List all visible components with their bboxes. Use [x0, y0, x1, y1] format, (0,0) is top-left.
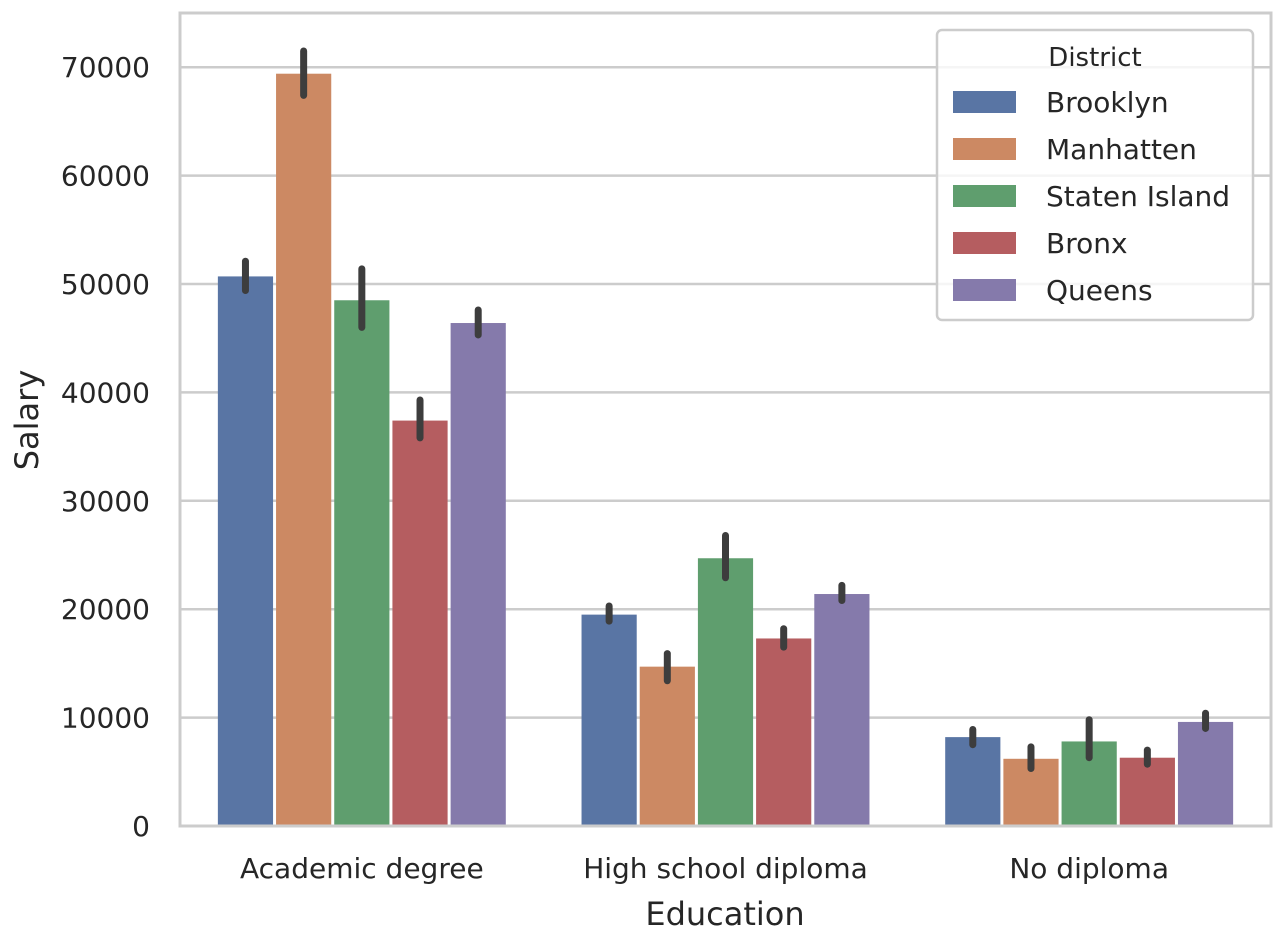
y-tick-label: 50000 [61, 268, 150, 301]
legend-label: Bronx [1046, 227, 1128, 260]
legend-title: District [1048, 43, 1141, 73]
error-bars [241, 47, 1210, 773]
y-tick-label: 40000 [61, 376, 150, 409]
bar [945, 737, 1001, 826]
bar [276, 73, 332, 827]
bar [217, 276, 274, 826]
y-tick-label: 0 [132, 810, 150, 843]
bar [814, 594, 870, 826]
bar [334, 300, 390, 826]
x-tick-labels: Academic degree High school diploma No dip… [240, 852, 1169, 885]
legend-swatch [953, 232, 1016, 254]
bar [450, 323, 506, 826]
legend-swatch [953, 91, 1016, 113]
legend-label: Staten Island [1046, 180, 1230, 213]
bar [756, 638, 812, 826]
bar [1119, 757, 1175, 826]
legend-label: Brooklyn [1046, 86, 1169, 119]
y-tick-label: 10000 [61, 702, 150, 735]
bar [697, 558, 754, 826]
y-tick-label: 60000 [61, 160, 150, 193]
legend-swatch [953, 185, 1016, 207]
bar [392, 420, 448, 826]
legend-label: Queens [1046, 274, 1153, 307]
y-axis-label: Salary [8, 370, 46, 471]
y-tick-label: 70000 [61, 51, 150, 84]
x-tick-label: Academic degree [240, 852, 484, 885]
bar [581, 614, 637, 826]
legend-swatch [953, 279, 1016, 301]
y-tick-label: 30000 [61, 485, 150, 518]
bar [639, 666, 695, 826]
legend-label: Manhatten [1046, 133, 1197, 166]
x-tick-label: High school diploma [583, 852, 868, 885]
y-tick-label: 20000 [61, 593, 150, 626]
x-tick-label: No diploma [1009, 852, 1169, 885]
legend-swatch [953, 138, 1016, 160]
bar [1177, 721, 1234, 826]
y-tick-labels: 0 10000 20000 30000 40000 50000 60000 70000 [61, 51, 150, 843]
plot-frame [178, 11, 1273, 828]
legend-items: Brooklyn Manhatten Staten Island Bronx Queen… [953, 86, 1230, 307]
bars [217, 73, 1234, 827]
x-axis-label: Education [645, 895, 804, 933]
